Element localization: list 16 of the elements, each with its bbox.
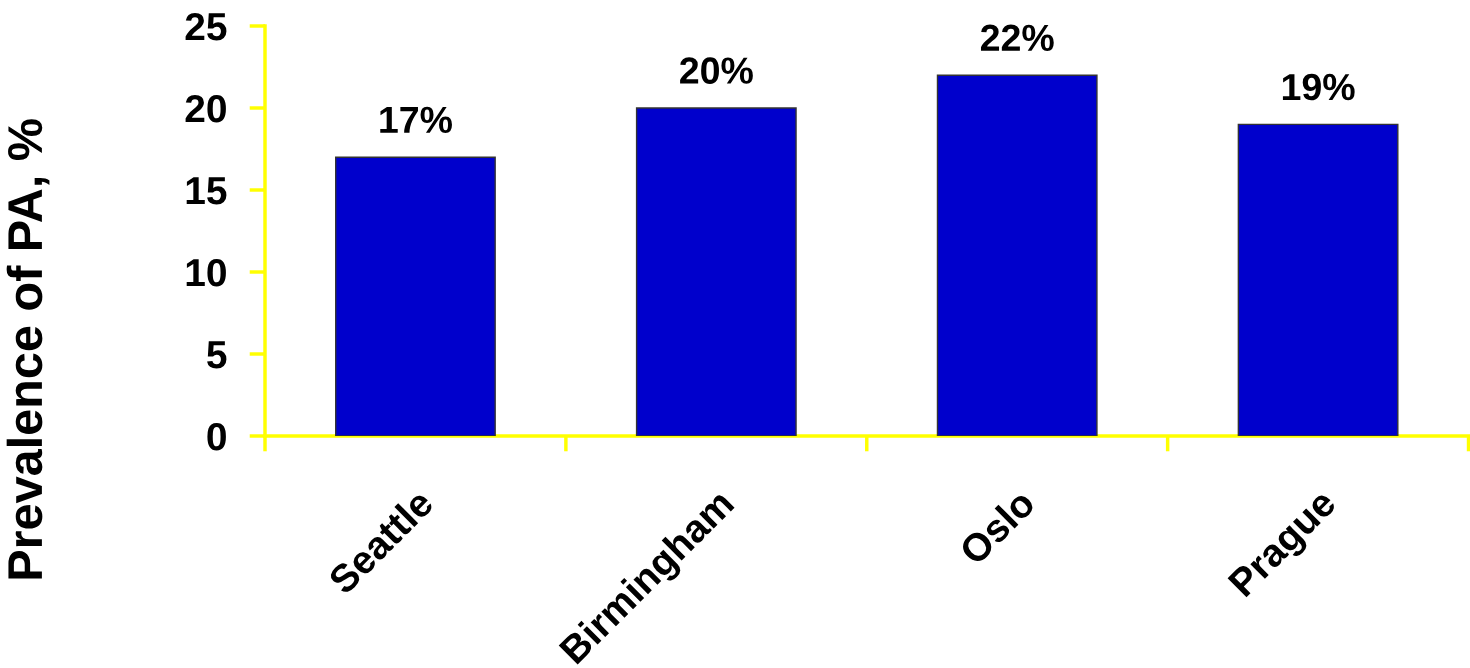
bar xyxy=(936,74,1098,436)
x-tick-label: Oslo xyxy=(957,487,1037,567)
y-tick-label: 25 xyxy=(185,12,227,41)
data-label: 17% xyxy=(380,106,452,134)
bar xyxy=(635,107,797,436)
y-tick-label: 15 xyxy=(186,177,227,205)
bar xyxy=(335,156,496,436)
data-label: 22% xyxy=(980,24,1054,52)
y-tick-label: 5 xyxy=(207,341,227,369)
data-label: 19% xyxy=(1282,73,1355,101)
y-axis-title: Prevalence of PA, % xyxy=(6,119,50,579)
y-tick-label: 20 xyxy=(185,94,226,123)
data-label: 20% xyxy=(680,57,753,84)
y-tick-label: 0 xyxy=(207,422,226,451)
y-tick-label: 10 xyxy=(186,258,226,287)
bar xyxy=(1237,123,1399,436)
